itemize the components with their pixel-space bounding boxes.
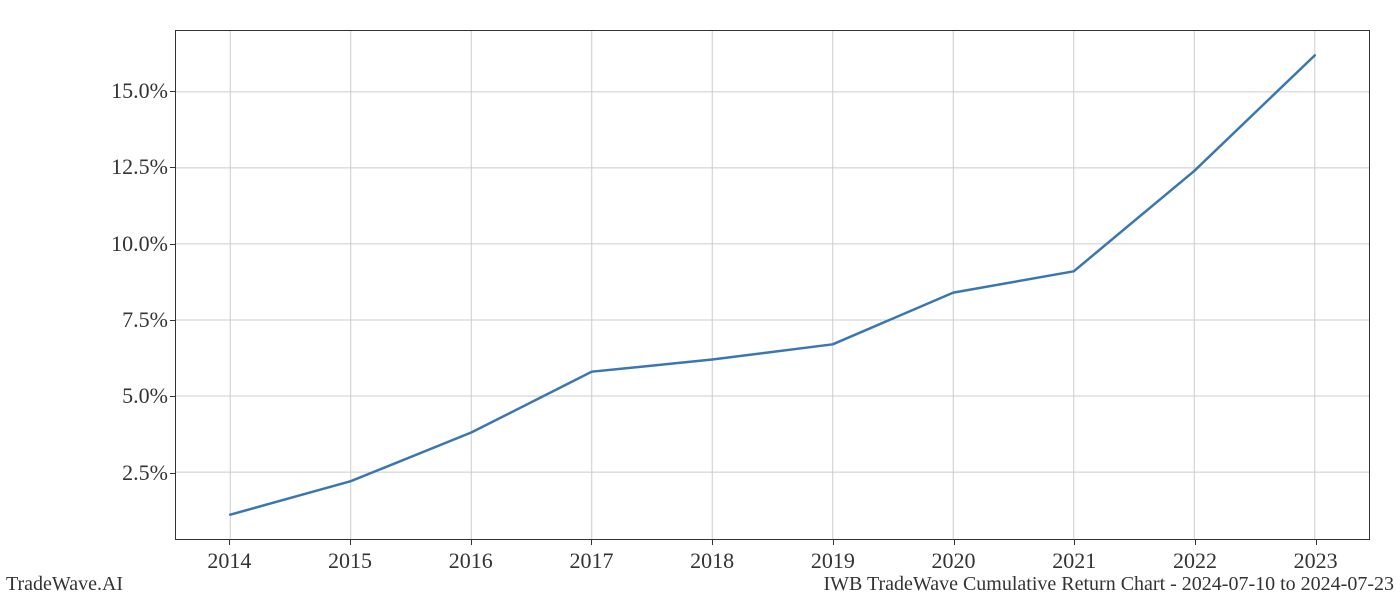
x-axis-label: 2014: [207, 548, 251, 574]
x-axis-label: 2017: [569, 548, 613, 574]
line-chart-svg: [176, 31, 1369, 539]
y-axis-label: 10.0%: [68, 231, 168, 257]
x-axis-label: 2023: [1294, 548, 1338, 574]
x-axis-label: 2016: [449, 548, 493, 574]
x-axis-label: 2022: [1173, 548, 1217, 574]
x-axis-label: 2018: [690, 548, 734, 574]
y-axis-label: 15.0%: [68, 78, 168, 104]
y-axis-label: 12.5%: [68, 154, 168, 180]
footer-caption: IWB TradeWave Cumulative Return Chart - …: [823, 573, 1394, 596]
y-axis-label: 2.5%: [68, 460, 168, 486]
plot-area: [175, 30, 1370, 540]
footer-brand: TradeWave.AI: [6, 573, 123, 596]
x-axis-label: 2021: [1052, 548, 1096, 574]
x-axis-label: 2015: [328, 548, 372, 574]
x-axis-label: 2019: [811, 548, 855, 574]
x-axis-label: 2020: [932, 548, 976, 574]
y-axis-label: 5.0%: [68, 383, 168, 409]
chart-container: [175, 30, 1370, 540]
y-axis-label: 7.5%: [68, 307, 168, 333]
